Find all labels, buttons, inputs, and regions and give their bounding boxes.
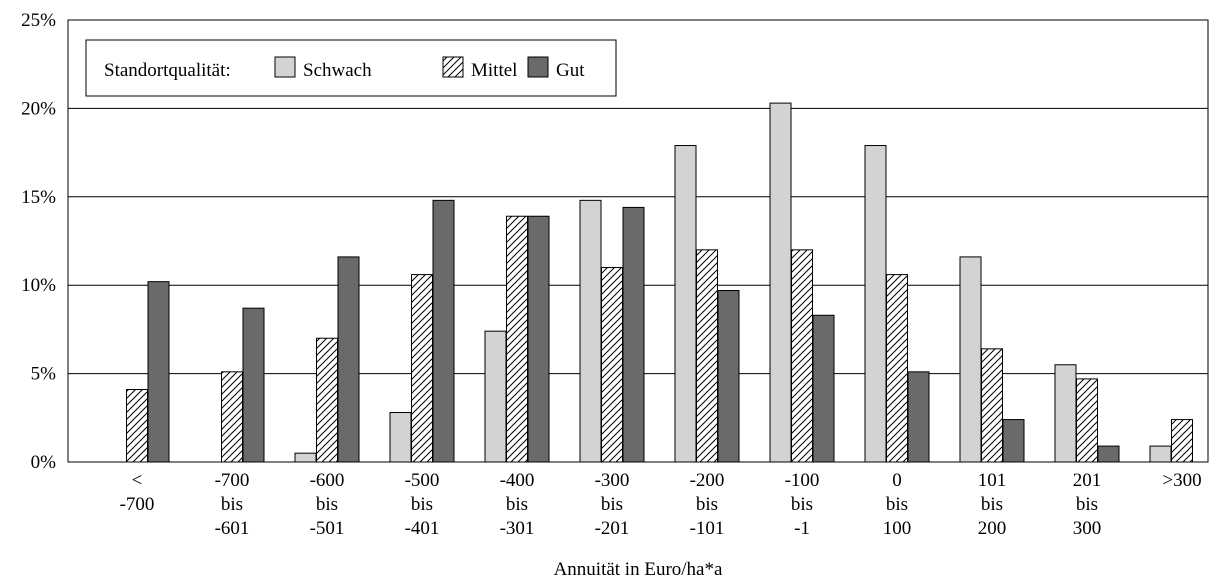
x-tick-label: -700 bis -601 — [215, 470, 250, 539]
x-tick-label: 201 bis 300 — [1073, 470, 1102, 539]
bar-schwach — [1054, 364, 1077, 463]
legend-swatch-gut — [527, 56, 549, 78]
legend-swatch-mittel — [442, 56, 464, 78]
bar-gut — [242, 307, 265, 463]
bar-gut — [1097, 445, 1120, 463]
y-tick-label: 20% — [21, 98, 56, 119]
legend-label-gut: Gut — [556, 60, 585, 81]
y-tick-label: 5% — [31, 364, 57, 385]
bar-mittel — [1076, 378, 1098, 463]
bar-schwach — [959, 256, 982, 463]
y-tick-label: 25% — [21, 10, 56, 31]
bars-group — [126, 102, 1193, 463]
x-tick-label: 0 bis 100 — [883, 470, 912, 539]
bar-schwach — [769, 102, 792, 463]
bar-mittel — [601, 267, 623, 463]
bar-schwach — [579, 199, 602, 463]
x-tick-label: -600 bis -501 — [310, 470, 345, 539]
bar-schwach — [294, 452, 317, 463]
bar-gut — [717, 290, 740, 463]
x-tick-label: < -700 — [120, 470, 155, 515]
bar-mittel — [411, 274, 433, 463]
bar-schwach — [674, 145, 697, 463]
y-tick-label: 15% — [21, 187, 56, 208]
x-tick-label: -500 bis -401 — [405, 470, 440, 539]
x-tick-label: -400 bis -301 — [500, 470, 535, 539]
x-tick-label: 101 bis 200 — [978, 470, 1007, 539]
legend-label-mittel: Mittel — [471, 60, 517, 81]
bar-mittel — [1171, 419, 1193, 463]
legend-label-schwach: Schwach — [303, 60, 372, 81]
bar-mittel — [791, 249, 813, 463]
x-tick-label: -300 bis -201 — [595, 470, 630, 539]
bar-mittel — [221, 371, 243, 463]
bar-gut — [337, 256, 360, 463]
bar-schwach — [484, 330, 507, 463]
bar-gut — [432, 199, 455, 463]
bar-mittel — [696, 249, 718, 463]
bar-gut — [622, 206, 645, 463]
bar-schwach — [389, 411, 412, 463]
bar-mittel — [981, 348, 1003, 463]
bar-mittel — [886, 274, 908, 463]
legend-swatch-schwach — [274, 56, 296, 78]
x-tick-label: >300 — [1162, 470, 1201, 491]
legend: Standortqualität: Schwach Mittel Gut — [85, 39, 617, 97]
x-tick-label: -100 bis -1 — [785, 470, 820, 539]
bar-mittel — [126, 389, 148, 463]
bar-gut — [812, 314, 835, 463]
bar-schwach — [864, 145, 887, 463]
legend-title: Standortqualität: — [104, 60, 231, 81]
bar-gut — [1002, 419, 1025, 463]
bar-gut — [147, 281, 170, 463]
bar-mittel — [506, 215, 528, 463]
y-tick-label: 10% — [21, 275, 56, 296]
y-tick-labels: 0% 5% 10% 15% 20% 25% — [21, 10, 56, 473]
bar-mittel — [316, 337, 338, 463]
x-axis-label: Annuität in Euro/ha*a — [554, 559, 723, 580]
x-tick-labels: < -700 -700 bis -601 -600 bis -501 -500 bis -401 -4… — [120, 470, 1202, 539]
bar-gut — [907, 371, 930, 463]
plot-frame — [67, 19, 1209, 463]
bar-schwach — [1149, 445, 1172, 463]
y-tick-label: 0% — [31, 452, 57, 473]
x-tick-label: -200 bis -101 — [690, 470, 725, 539]
bar-gut — [527, 215, 550, 463]
